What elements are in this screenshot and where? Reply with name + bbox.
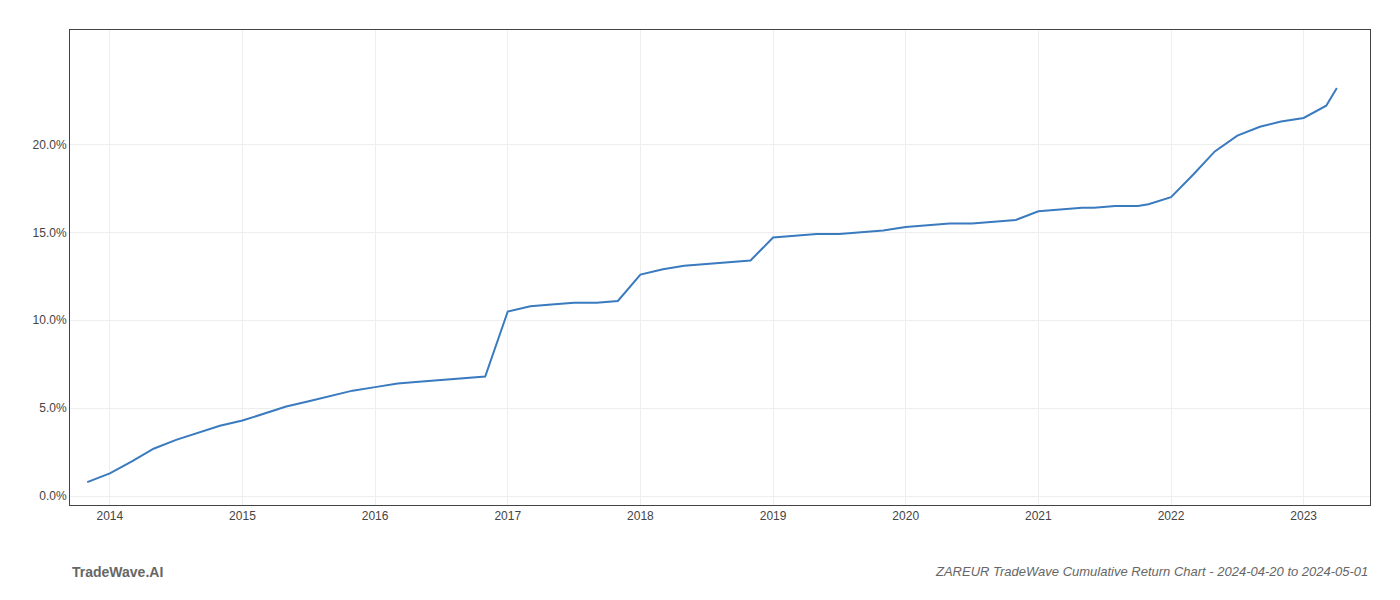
svg-text:ZAREUR TradeWave Cumulative Re: ZAREUR TradeWave Cumulative Return Chart… [935,564,1368,579]
svg-text:2022: 2022 [1158,509,1185,523]
svg-text:10.0%: 10.0% [33,313,67,327]
svg-text:TradeWave.AI: TradeWave.AI [72,564,163,580]
svg-text:2023: 2023 [1290,509,1317,523]
svg-text:2016: 2016 [362,509,389,523]
svg-text:2020: 2020 [892,509,919,523]
svg-text:2018: 2018 [627,509,654,523]
svg-text:2014: 2014 [96,509,123,523]
svg-text:2017: 2017 [494,509,521,523]
svg-text:2015: 2015 [229,509,256,523]
svg-text:0.0%: 0.0% [39,489,67,503]
svg-text:2021: 2021 [1025,509,1052,523]
svg-text:5.0%: 5.0% [39,401,67,415]
svg-text:20.0%: 20.0% [33,138,67,152]
svg-text:15.0%: 15.0% [33,226,67,240]
svg-text:2019: 2019 [760,509,787,523]
